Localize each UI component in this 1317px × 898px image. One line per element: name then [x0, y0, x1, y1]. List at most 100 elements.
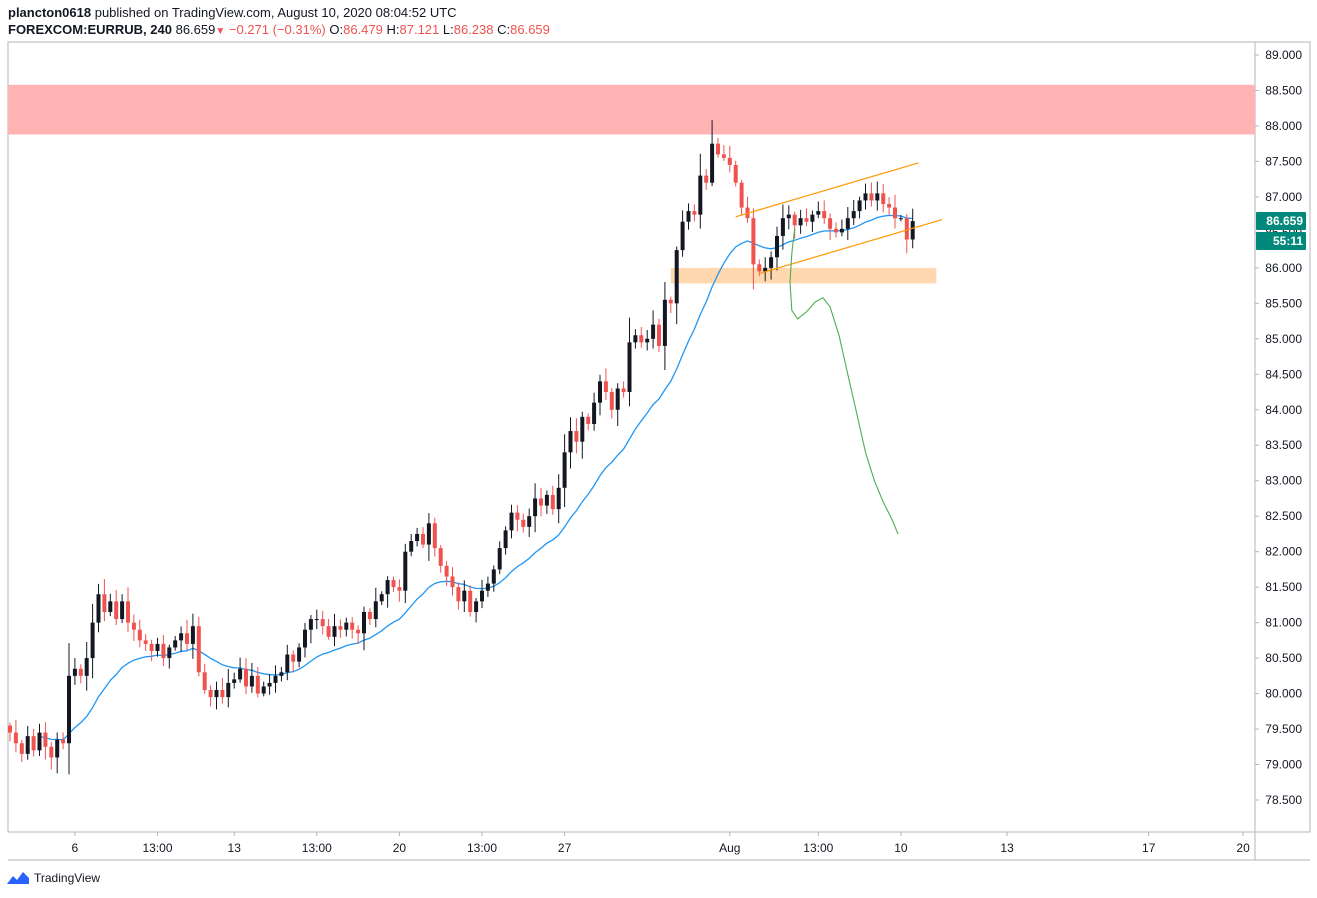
candle[interactable]	[562, 434, 567, 508]
candle[interactable]	[869, 182, 874, 207]
candle[interactable]	[816, 201, 821, 219]
candle[interactable]	[763, 257, 768, 282]
candle[interactable]	[645, 329, 650, 351]
candle[interactable]	[373, 587, 378, 628]
candle[interactable]	[485, 576, 490, 597]
candle[interactable]	[704, 168, 709, 190]
candle[interactable]	[674, 246, 679, 325]
candle[interactable]	[72, 658, 77, 685]
candle[interactable]	[255, 666, 260, 698]
candle[interactable]	[344, 617, 349, 637]
candle[interactable]	[804, 208, 809, 227]
candle[interactable]	[432, 517, 437, 557]
candle[interactable]	[456, 582, 461, 610]
candle[interactable]	[350, 616, 355, 639]
candle[interactable]	[249, 662, 254, 693]
candle[interactable]	[190, 613, 195, 659]
candle[interactable]	[450, 567, 455, 596]
candle[interactable]	[185, 619, 189, 651]
moving-average-line[interactable]	[39, 214, 913, 741]
candle[interactable]	[273, 665, 278, 693]
candle[interactable]	[126, 587, 130, 633]
candle[interactable]	[527, 508, 532, 538]
candle[interactable]	[468, 585, 473, 617]
candle[interactable]	[881, 184, 886, 213]
candle[interactable]	[668, 296, 673, 314]
candle[interactable]	[893, 194, 897, 229]
candle[interactable]	[480, 579, 484, 609]
candle[interactable]	[326, 618, 331, 640]
candle[interactable]	[898, 215, 903, 222]
candle[interactable]	[438, 544, 443, 573]
candle[interactable]	[43, 722, 48, 760]
candle[interactable]	[639, 326, 644, 348]
candle[interactable]	[533, 483, 538, 533]
candle[interactable]	[550, 485, 555, 515]
candle[interactable]	[379, 591, 384, 606]
candle[interactable]	[143, 634, 148, 651]
candle[interactable]	[208, 685, 213, 707]
candle[interactable]	[503, 526, 508, 555]
candle[interactable]	[220, 677, 225, 704]
candle[interactable]	[598, 374, 602, 416]
candle[interactable]	[539, 487, 543, 517]
candle[interactable]	[515, 505, 520, 532]
candle[interactable]	[403, 543, 408, 603]
candle[interactable]	[49, 742, 54, 770]
candle[interactable]	[509, 504, 514, 539]
candle[interactable]	[698, 153, 703, 229]
candle[interactable]	[173, 635, 178, 651]
candle[interactable]	[822, 200, 827, 224]
candle[interactable]	[627, 317, 632, 407]
candle[interactable]	[521, 513, 526, 533]
candle[interactable]	[362, 606, 366, 651]
candle[interactable]	[8, 722, 12, 742]
price-axis[interactable]	[1254, 41, 1311, 833]
candle[interactable]	[314, 609, 319, 630]
candle[interactable]	[108, 593, 113, 617]
candle[interactable]	[55, 732, 60, 774]
candle[interactable]	[580, 411, 585, 459]
candle[interactable]	[710, 120, 715, 187]
candle[interactable]	[792, 211, 797, 239]
candle[interactable]	[297, 643, 302, 668]
candle[interactable]	[332, 613, 337, 647]
candle[interactable]	[769, 251, 774, 280]
candle[interactable]	[102, 579, 107, 622]
tradingview-footer[interactable]: TradingView	[6, 870, 100, 886]
candle[interactable]	[391, 576, 396, 592]
candle[interactable]	[226, 668, 231, 708]
candle[interactable]	[367, 608, 372, 625]
candle[interactable]	[131, 614, 136, 641]
candle[interactable]	[196, 616, 201, 677]
candle[interactable]	[244, 657, 248, 695]
candle[interactable]	[592, 392, 597, 431]
candle[interactable]	[421, 527, 425, 549]
candle[interactable]	[680, 210, 685, 257]
candle[interactable]	[615, 383, 620, 426]
candle[interactable]	[303, 622, 307, 658]
candle[interactable]	[267, 674, 272, 695]
candle[interactable]	[863, 183, 868, 210]
candle[interactable]	[568, 417, 573, 469]
candle[interactable]	[798, 209, 803, 234]
candle[interactable]	[179, 626, 184, 653]
candle[interactable]	[31, 728, 36, 757]
candle[interactable]	[775, 226, 779, 271]
candle[interactable]	[721, 145, 726, 161]
support-zone[interactable]	[670, 267, 937, 284]
candle[interactable]	[544, 490, 549, 514]
candle[interactable]	[686, 203, 691, 230]
candle[interactable]	[149, 639, 154, 662]
candle[interactable]	[621, 381, 626, 398]
projection-path[interactable]	[789, 228, 899, 535]
candle[interactable]	[875, 181, 880, 211]
candle[interactable]	[887, 197, 892, 216]
candle[interactable]	[603, 368, 608, 400]
resistance-zone[interactable]	[8, 84, 1255, 135]
candle[interactable]	[780, 204, 785, 250]
candle[interactable]	[751, 208, 756, 290]
channel-upper-line[interactable]	[735, 162, 919, 218]
candle[interactable]	[845, 207, 850, 240]
